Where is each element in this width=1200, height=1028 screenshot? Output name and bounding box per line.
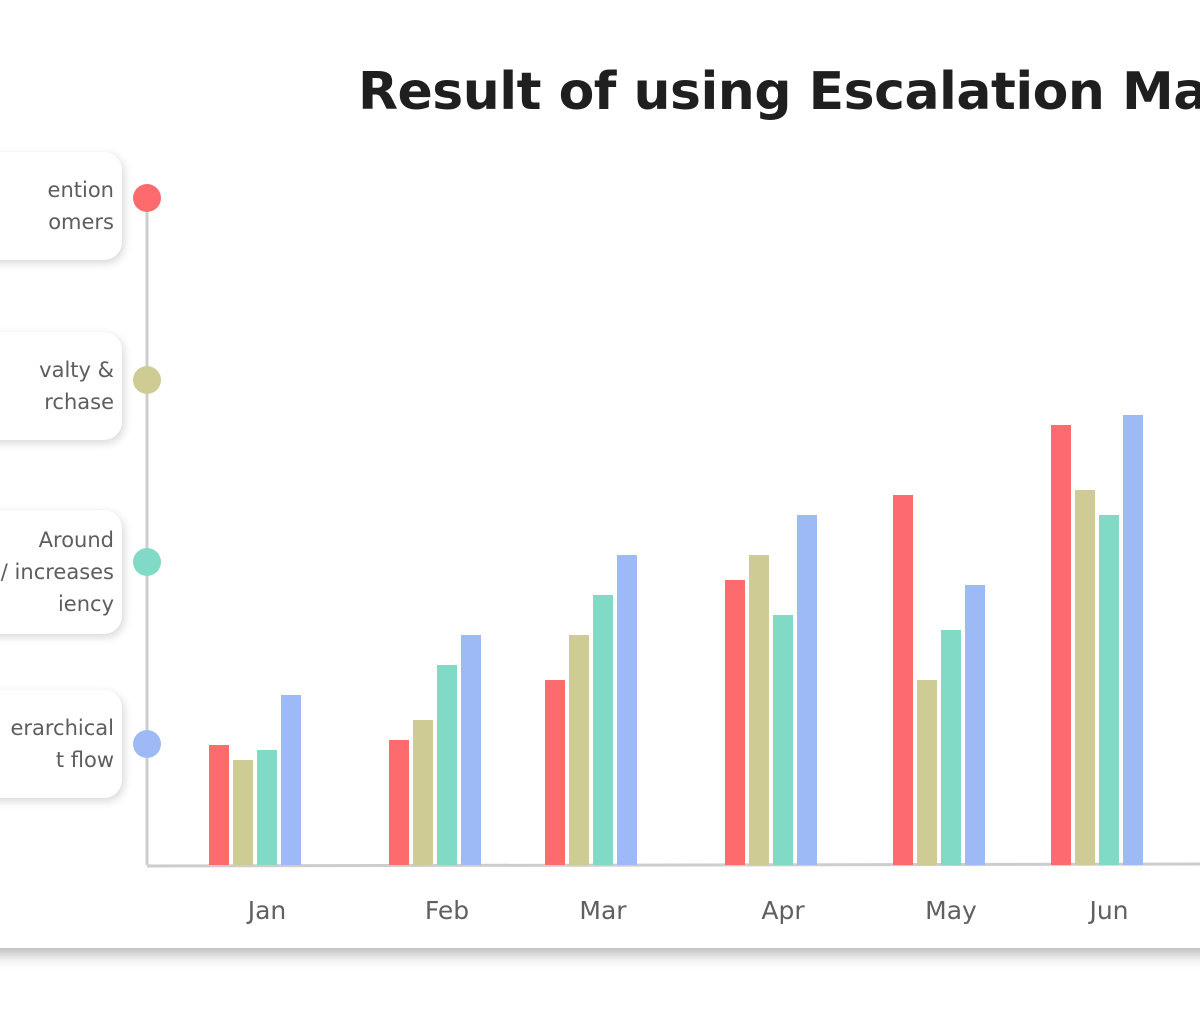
legend-label-3: Around / increases iency [0,528,114,616]
bar-feb-series-3 [437,665,457,865]
bar-jan-series-1 [209,745,229,865]
bar-jan-series-2 [233,760,253,865]
bar-mar-series-2 [569,635,589,865]
bar-jun-series-1 [1051,425,1071,865]
bar-mar-series-3 [593,595,613,865]
bar-jan-series-4 [281,695,301,865]
bar-may-series-1 [893,495,913,865]
bar-may-series-3 [941,630,961,865]
bar-apr-series-4 [797,515,817,865]
bar-apr-series-3 [773,615,793,865]
bar-jun-series-3 [1099,515,1119,865]
x-tick-label-may: May [925,896,977,925]
bar-mar-series-4 [617,555,637,865]
legend-label-1: ention omers [47,178,114,234]
bar-mar-series-1 [545,680,565,865]
legend-dot-4 [133,730,161,758]
bar-apr-series-1 [725,580,745,865]
x-tick-label-feb: Feb [425,896,469,925]
x-tick-label-mar: Mar [579,896,627,925]
legend-card-3: Around / increases iency [0,510,122,634]
legend-dot-1 [133,184,161,212]
chart-title: Result of using Escalation Ma [358,62,1200,122]
legend-card-1: ention omers [0,152,122,260]
bar-jun-series-2 [1075,490,1095,865]
bar-jan-series-3 [257,750,277,865]
bar-jun-series-4 [1123,415,1143,865]
bar-feb-series-4 [461,635,481,865]
x-tick-label-apr: Apr [761,896,805,925]
bar-feb-series-2 [413,720,433,865]
legend-card-2: valty & rchase [0,332,122,440]
x-tick-label-jan: Jan [246,896,287,925]
bar-may-series-4 [965,585,985,865]
bar-feb-series-1 [389,740,409,865]
legend-card-4: erarchical t flow [0,690,122,798]
legend-dot-2 [133,366,161,394]
bar-apr-series-2 [749,555,769,865]
x-tick-label-jun: Jun [1087,896,1128,925]
legend-dot-3 [133,548,161,576]
bar-may-series-2 [917,680,937,865]
x-axis-line [146,862,1200,868]
legend-label-4: erarchical t flow [10,716,114,772]
legend-label-2: valty & rchase [39,358,114,414]
